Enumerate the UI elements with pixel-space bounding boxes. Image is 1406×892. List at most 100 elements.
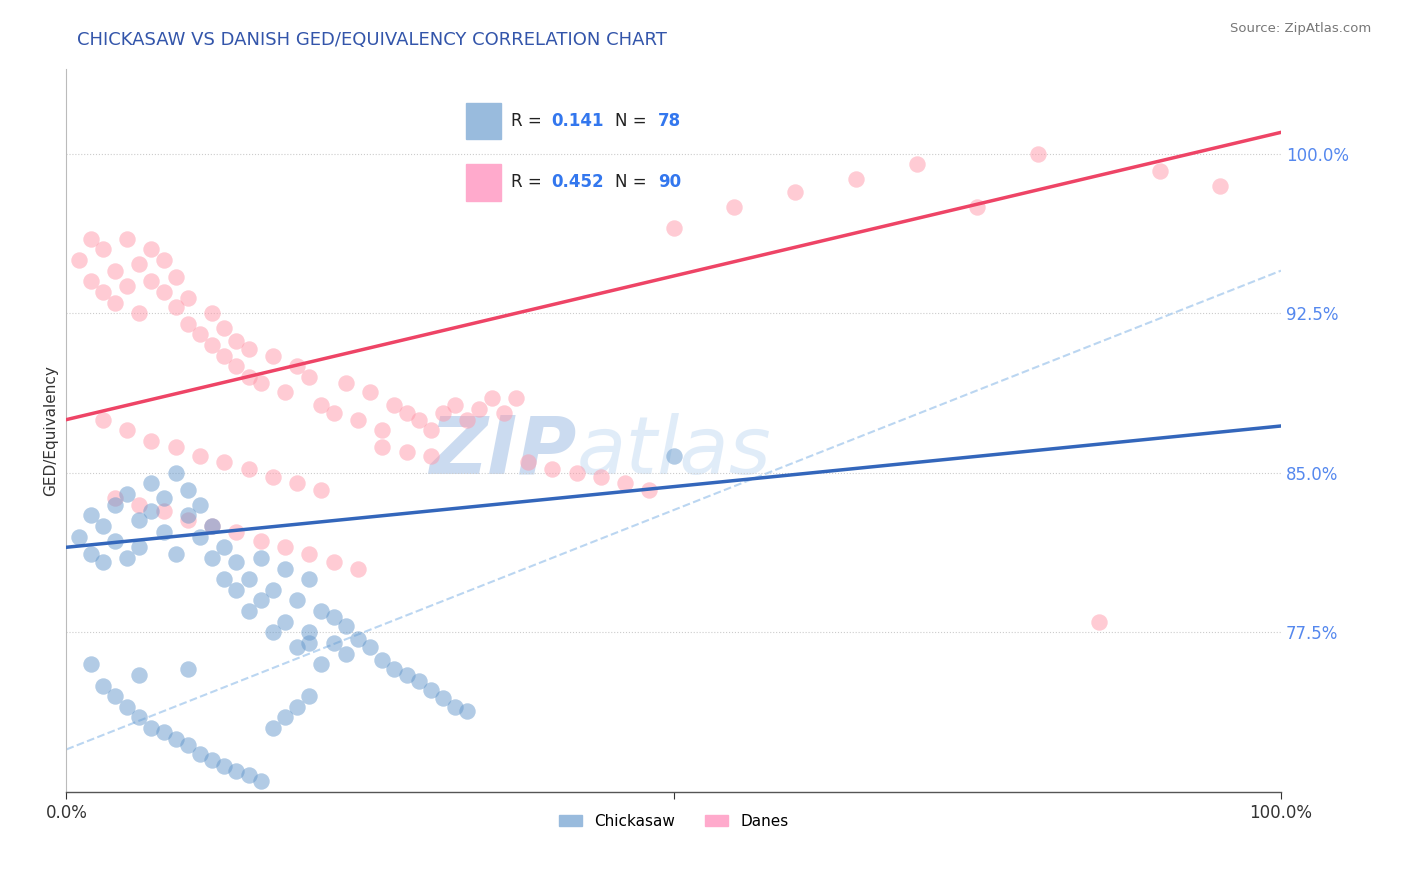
Point [165,547,187,561]
Point [152,285,174,299]
Point [322,610,344,624]
Point [274,615,297,629]
Point [285,699,308,714]
Point [225,582,247,597]
Point [468,401,491,416]
Point [67,253,90,268]
Point [249,550,271,565]
Point [432,691,454,706]
Point [285,640,308,655]
Point [128,668,150,682]
Point [238,370,260,384]
Point [188,747,211,761]
Point [589,470,612,484]
Point [456,412,478,426]
Point [1026,146,1049,161]
Point [238,461,260,475]
Point [128,257,150,271]
Point [115,487,138,501]
Point [1087,615,1109,629]
Legend: Chickasaw, Danes: Chickasaw, Danes [553,808,794,835]
Point [1209,178,1232,193]
Y-axis label: GED/Equivalency: GED/Equivalency [44,365,58,496]
Point [104,263,127,277]
Point [335,376,357,391]
Text: CHICKASAW VS DANISH GED/EQUIVALENCY CORRELATION CHART: CHICKASAW VS DANISH GED/EQUIVALENCY CORR… [77,31,668,49]
Point [80,508,103,523]
Point [214,759,236,773]
Point [359,384,381,399]
Point [152,525,174,540]
Point [225,359,247,374]
Point [481,392,503,406]
Point [225,525,247,540]
Point [311,657,333,672]
Point [141,434,163,448]
Point [298,636,321,650]
Point [517,455,540,469]
Text: ZIP: ZIP [429,413,576,491]
Point [285,476,308,491]
Point [165,440,187,454]
Point [128,498,150,512]
Point [201,519,224,533]
Point [67,530,90,544]
Point [115,423,138,437]
Point [225,764,247,778]
Point [371,423,394,437]
Point [723,200,745,214]
Point [91,412,114,426]
Text: Source: ZipAtlas.com: Source: ZipAtlas.com [1230,22,1371,36]
Point [541,461,564,475]
Point [444,398,467,412]
Point [214,541,236,555]
Point [298,625,321,640]
Point [115,699,138,714]
Point [80,232,103,246]
Point [322,406,344,420]
Point [214,572,236,586]
Point [249,376,271,391]
Point [311,483,333,497]
Point [395,444,418,458]
Point [662,449,685,463]
Point [382,398,405,412]
Point [565,466,588,480]
Point [262,470,284,484]
Point [177,513,200,527]
Point [285,359,308,374]
Point [505,392,527,406]
Point [104,491,127,506]
Point [165,731,187,746]
Point [432,406,454,420]
Point [115,278,138,293]
Point [177,291,200,305]
Point [785,185,807,199]
Point [905,157,928,171]
Point [177,508,200,523]
Point [201,338,224,352]
Point [214,455,236,469]
Point [966,200,988,214]
Point [152,253,174,268]
Point [662,221,685,235]
Point [395,668,418,682]
Point [128,306,150,320]
Point [311,604,333,618]
Point [152,504,174,518]
Point [128,541,150,555]
Point [322,555,344,569]
Point [177,738,200,752]
Point [285,593,308,607]
Point [262,721,284,735]
Point [638,483,661,497]
Point [322,636,344,650]
Point [298,547,321,561]
Point [347,561,370,575]
Point [274,541,297,555]
Point [225,334,247,348]
Point [177,317,200,331]
Point [444,699,467,714]
Point [614,476,637,491]
Point [201,753,224,767]
